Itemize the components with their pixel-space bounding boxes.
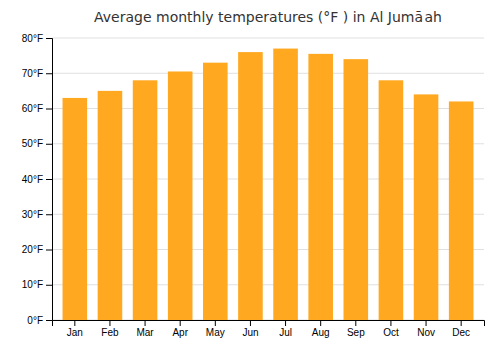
x-tick-label: May (206, 327, 225, 338)
bar (203, 63, 228, 320)
y-tick-label: 80°F (22, 33, 43, 44)
x-tick-mark (390, 320, 391, 326)
x-tick: Nov (417, 320, 435, 338)
x-tick: Dec (452, 320, 470, 338)
bar (344, 59, 369, 320)
bar (414, 94, 439, 320)
x-tick-label: Jan (67, 327, 83, 338)
x-tick-mark (320, 320, 321, 326)
bar (133, 80, 158, 320)
grid-line (52, 38, 484, 39)
y-tick-mark (46, 320, 52, 321)
x-tick-label: Jun (242, 327, 258, 338)
y-tick-mark (46, 250, 52, 251)
x-axis-line (53, 321, 485, 327)
bar (238, 52, 263, 320)
y-axis: 0°F 10°F 20°F 30°F 40°F 50°F 60°F 70°F 80°F (22, 33, 53, 326)
title: Average monthly temperatures (°F ) in Al… (94, 9, 442, 25)
x-tick-label: Oct (383, 327, 399, 338)
y-tick: 0°F (27, 315, 52, 326)
y-axis-line (46, 39, 53, 321)
x-tick-mark (461, 320, 462, 326)
x-tick-label: Dec (452, 327, 470, 338)
y-tick-mark (46, 285, 52, 286)
x-tick-label: Nov (417, 327, 435, 338)
bars (63, 49, 474, 320)
x-tick: Jan (67, 320, 83, 338)
bar (379, 80, 404, 320)
x-tick: Aug (312, 320, 330, 338)
x-axis: Jan Feb Mar Apr May Jun Jul Aug Sep Oct Nov Dec (53, 320, 485, 338)
x-tick: Jul (279, 320, 292, 338)
y-tick: 20°F (22, 244, 52, 255)
x-tick: Mar (136, 320, 154, 338)
bar (168, 71, 193, 320)
grid-line (52, 73, 484, 74)
x-tick-label: Feb (101, 327, 119, 338)
x-tick-mark (109, 320, 110, 326)
x-tick-mark (145, 320, 146, 326)
bar (308, 54, 333, 320)
y-tick: 40°F (22, 174, 52, 185)
chart: Jan Feb Mar Apr May Jun Jul Aug Sep Oct Nov Dec 0°F 1… (0, 0, 500, 350)
x-tick: Feb (101, 320, 119, 338)
x-tick-mark (285, 320, 286, 326)
x-tick: Sep (347, 320, 365, 338)
x-tick-mark (74, 320, 75, 326)
y-tick: 10°F (22, 279, 52, 290)
y-tick-label: 30°F (22, 209, 43, 220)
y-tick: 80°F (22, 33, 52, 44)
y-tick-mark (46, 73, 52, 74)
y-tick-mark (46, 144, 52, 145)
bar (273, 49, 298, 320)
x-tick: Apr (172, 320, 188, 338)
y-tick: 60°F (22, 103, 52, 114)
x-tick-mark (250, 320, 251, 326)
x-tick-mark (180, 320, 181, 326)
y-tick-mark (46, 38, 52, 39)
bar (63, 98, 88, 320)
y-tick-label: 60°F (22, 103, 43, 114)
bar (98, 91, 123, 320)
y-tick: 30°F (22, 209, 52, 220)
x-tick-label: Aug (312, 327, 330, 338)
x-tick: May (206, 320, 225, 338)
y-tick-mark (46, 179, 52, 180)
grid (52, 38, 484, 320)
x-tick-mark (355, 320, 356, 326)
bar (449, 101, 474, 320)
y-tick-label: 20°F (22, 244, 43, 255)
y-tick-label: 70°F (22, 68, 43, 79)
x-tick-label: Sep (347, 327, 365, 338)
x-tick-mark (215, 320, 216, 326)
plot: Jan Feb Mar Apr May Jun Jul Aug Sep Oct Nov Dec 0°F 1… (22, 33, 485, 338)
x-tick-mark (426, 320, 427, 326)
x-tick-label: Apr (172, 327, 188, 338)
y-tick-label: 40°F (22, 174, 43, 185)
y-tick: 70°F (22, 68, 52, 79)
y-tick-label: 10°F (22, 279, 43, 290)
x-tick: Jun (242, 320, 258, 338)
y-tick-label: 0°F (27, 315, 43, 326)
x-tick-label: Mar (136, 327, 154, 338)
y-tick-mark (46, 109, 52, 110)
y-tick-mark (46, 214, 52, 215)
y-tick: 50°F (22, 138, 52, 149)
x-tick-label: Jul (279, 327, 292, 338)
y-tick-label: 50°F (22, 138, 43, 149)
x-tick: Oct (383, 320, 399, 338)
